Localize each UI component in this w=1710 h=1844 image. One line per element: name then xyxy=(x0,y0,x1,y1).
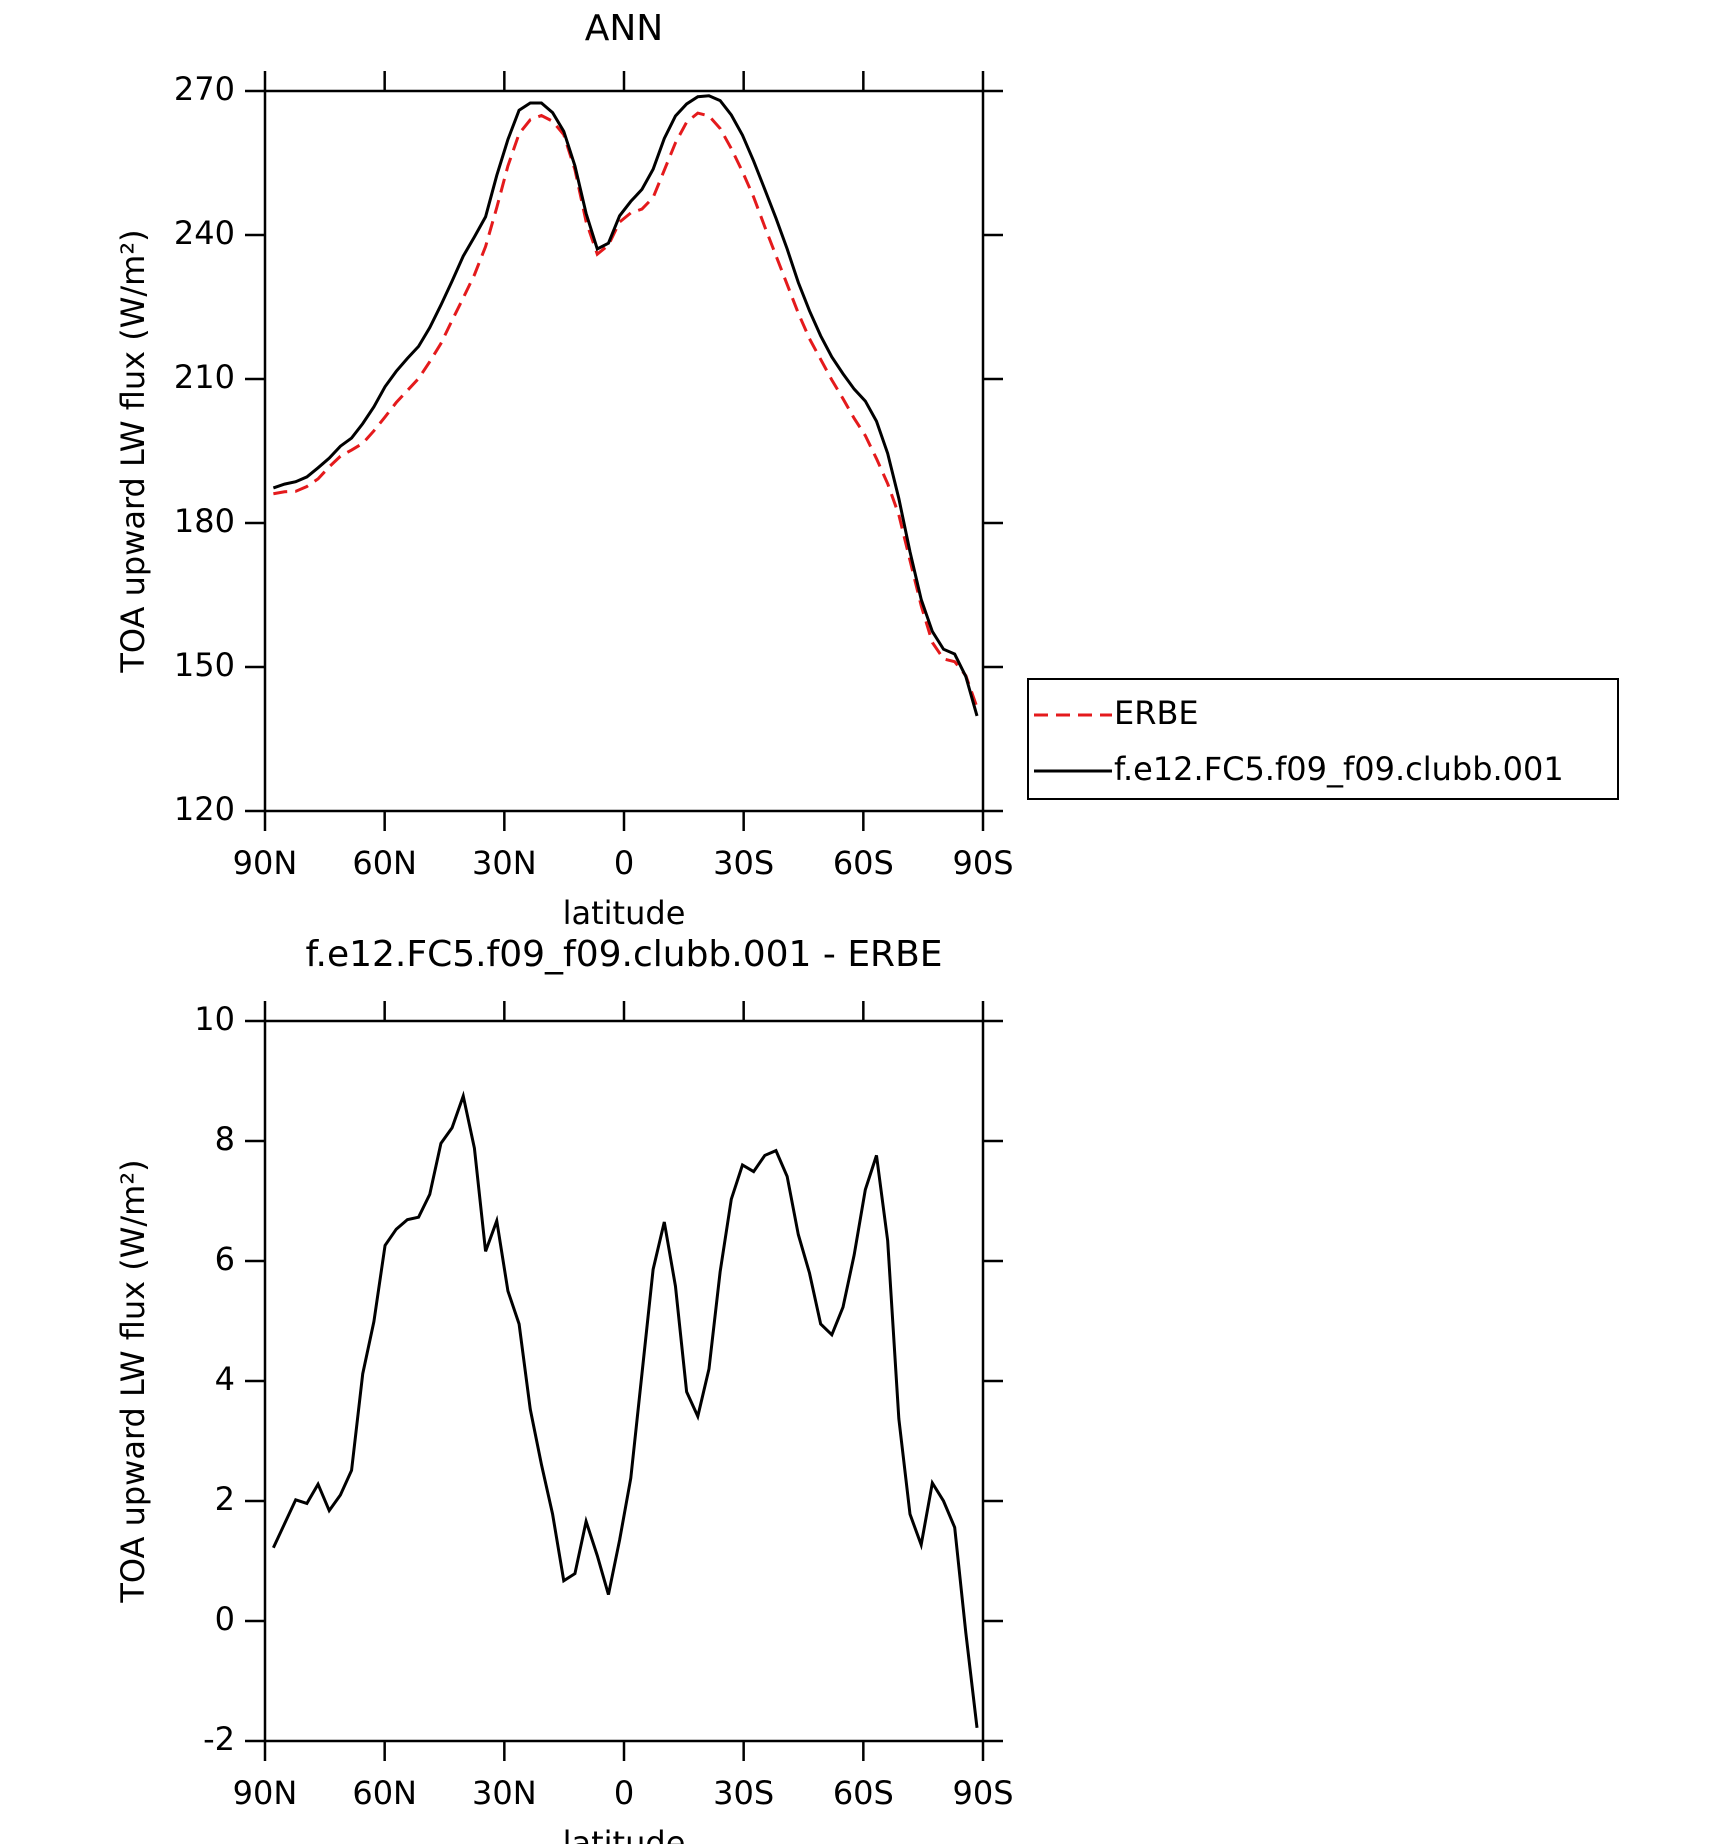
data-line xyxy=(272,1090,979,1728)
legend-label: f.e12.FC5.f09_f09.clubb.001 xyxy=(1114,750,1564,788)
y-tick-label: 210 xyxy=(174,358,235,396)
x-tick-label: 0 xyxy=(614,844,634,882)
data-line xyxy=(273,111,979,708)
y-axis-label: TOA upward LW flux (W/m²) xyxy=(114,1159,152,1603)
plot-frame xyxy=(263,89,985,813)
y-tick-label: 180 xyxy=(174,502,235,540)
legend-box xyxy=(1027,678,1619,800)
x-tick-label: 60S xyxy=(833,844,894,882)
x-tick-label: 30N xyxy=(472,844,537,882)
chart-title: ANN xyxy=(585,8,664,49)
y-tick-label: 4 xyxy=(215,1360,235,1398)
chart-title: f.e12.FC5.f09_f09.clubb.001 - ERBE xyxy=(305,934,942,975)
legend-label: ERBE xyxy=(1114,694,1199,732)
x-tick-label: 30S xyxy=(713,844,774,882)
data-line xyxy=(272,94,979,717)
y-tick-label: 120 xyxy=(174,790,235,828)
y-tick-label: 150 xyxy=(174,646,235,684)
plot-frame xyxy=(263,1019,985,1743)
y-tick-label: 6 xyxy=(215,1240,235,1278)
y-tick-label: 10 xyxy=(194,1000,235,1038)
y-tick-label: 0 xyxy=(215,1600,235,1638)
x-tick-label: 90N xyxy=(233,1774,298,1812)
x-tick-label: 60S xyxy=(833,1774,894,1812)
x-tick-label: 90S xyxy=(952,844,1013,882)
y-tick-label: 2 xyxy=(215,1480,235,1518)
y-tick-label: 270 xyxy=(174,70,235,108)
y-tick-label: 240 xyxy=(174,214,235,252)
x-tick-label: 90N xyxy=(233,844,298,882)
x-tick-label: 60N xyxy=(352,1774,417,1812)
x-axis-label: latitude xyxy=(563,1824,686,1844)
x-tick-label: 30N xyxy=(472,1774,537,1812)
x-tick-label: 90S xyxy=(952,1774,1013,1812)
x-axis-label: latitude xyxy=(563,894,686,932)
y-tick-label: 8 xyxy=(215,1120,235,1158)
y-axis-label: TOA upward LW flux (W/m²) xyxy=(114,229,152,673)
x-tick-label: 0 xyxy=(614,1774,634,1812)
x-tick-label: 30S xyxy=(713,1774,774,1812)
x-tick-label: 60N xyxy=(352,844,417,882)
y-tick-label: -2 xyxy=(203,1720,235,1758)
